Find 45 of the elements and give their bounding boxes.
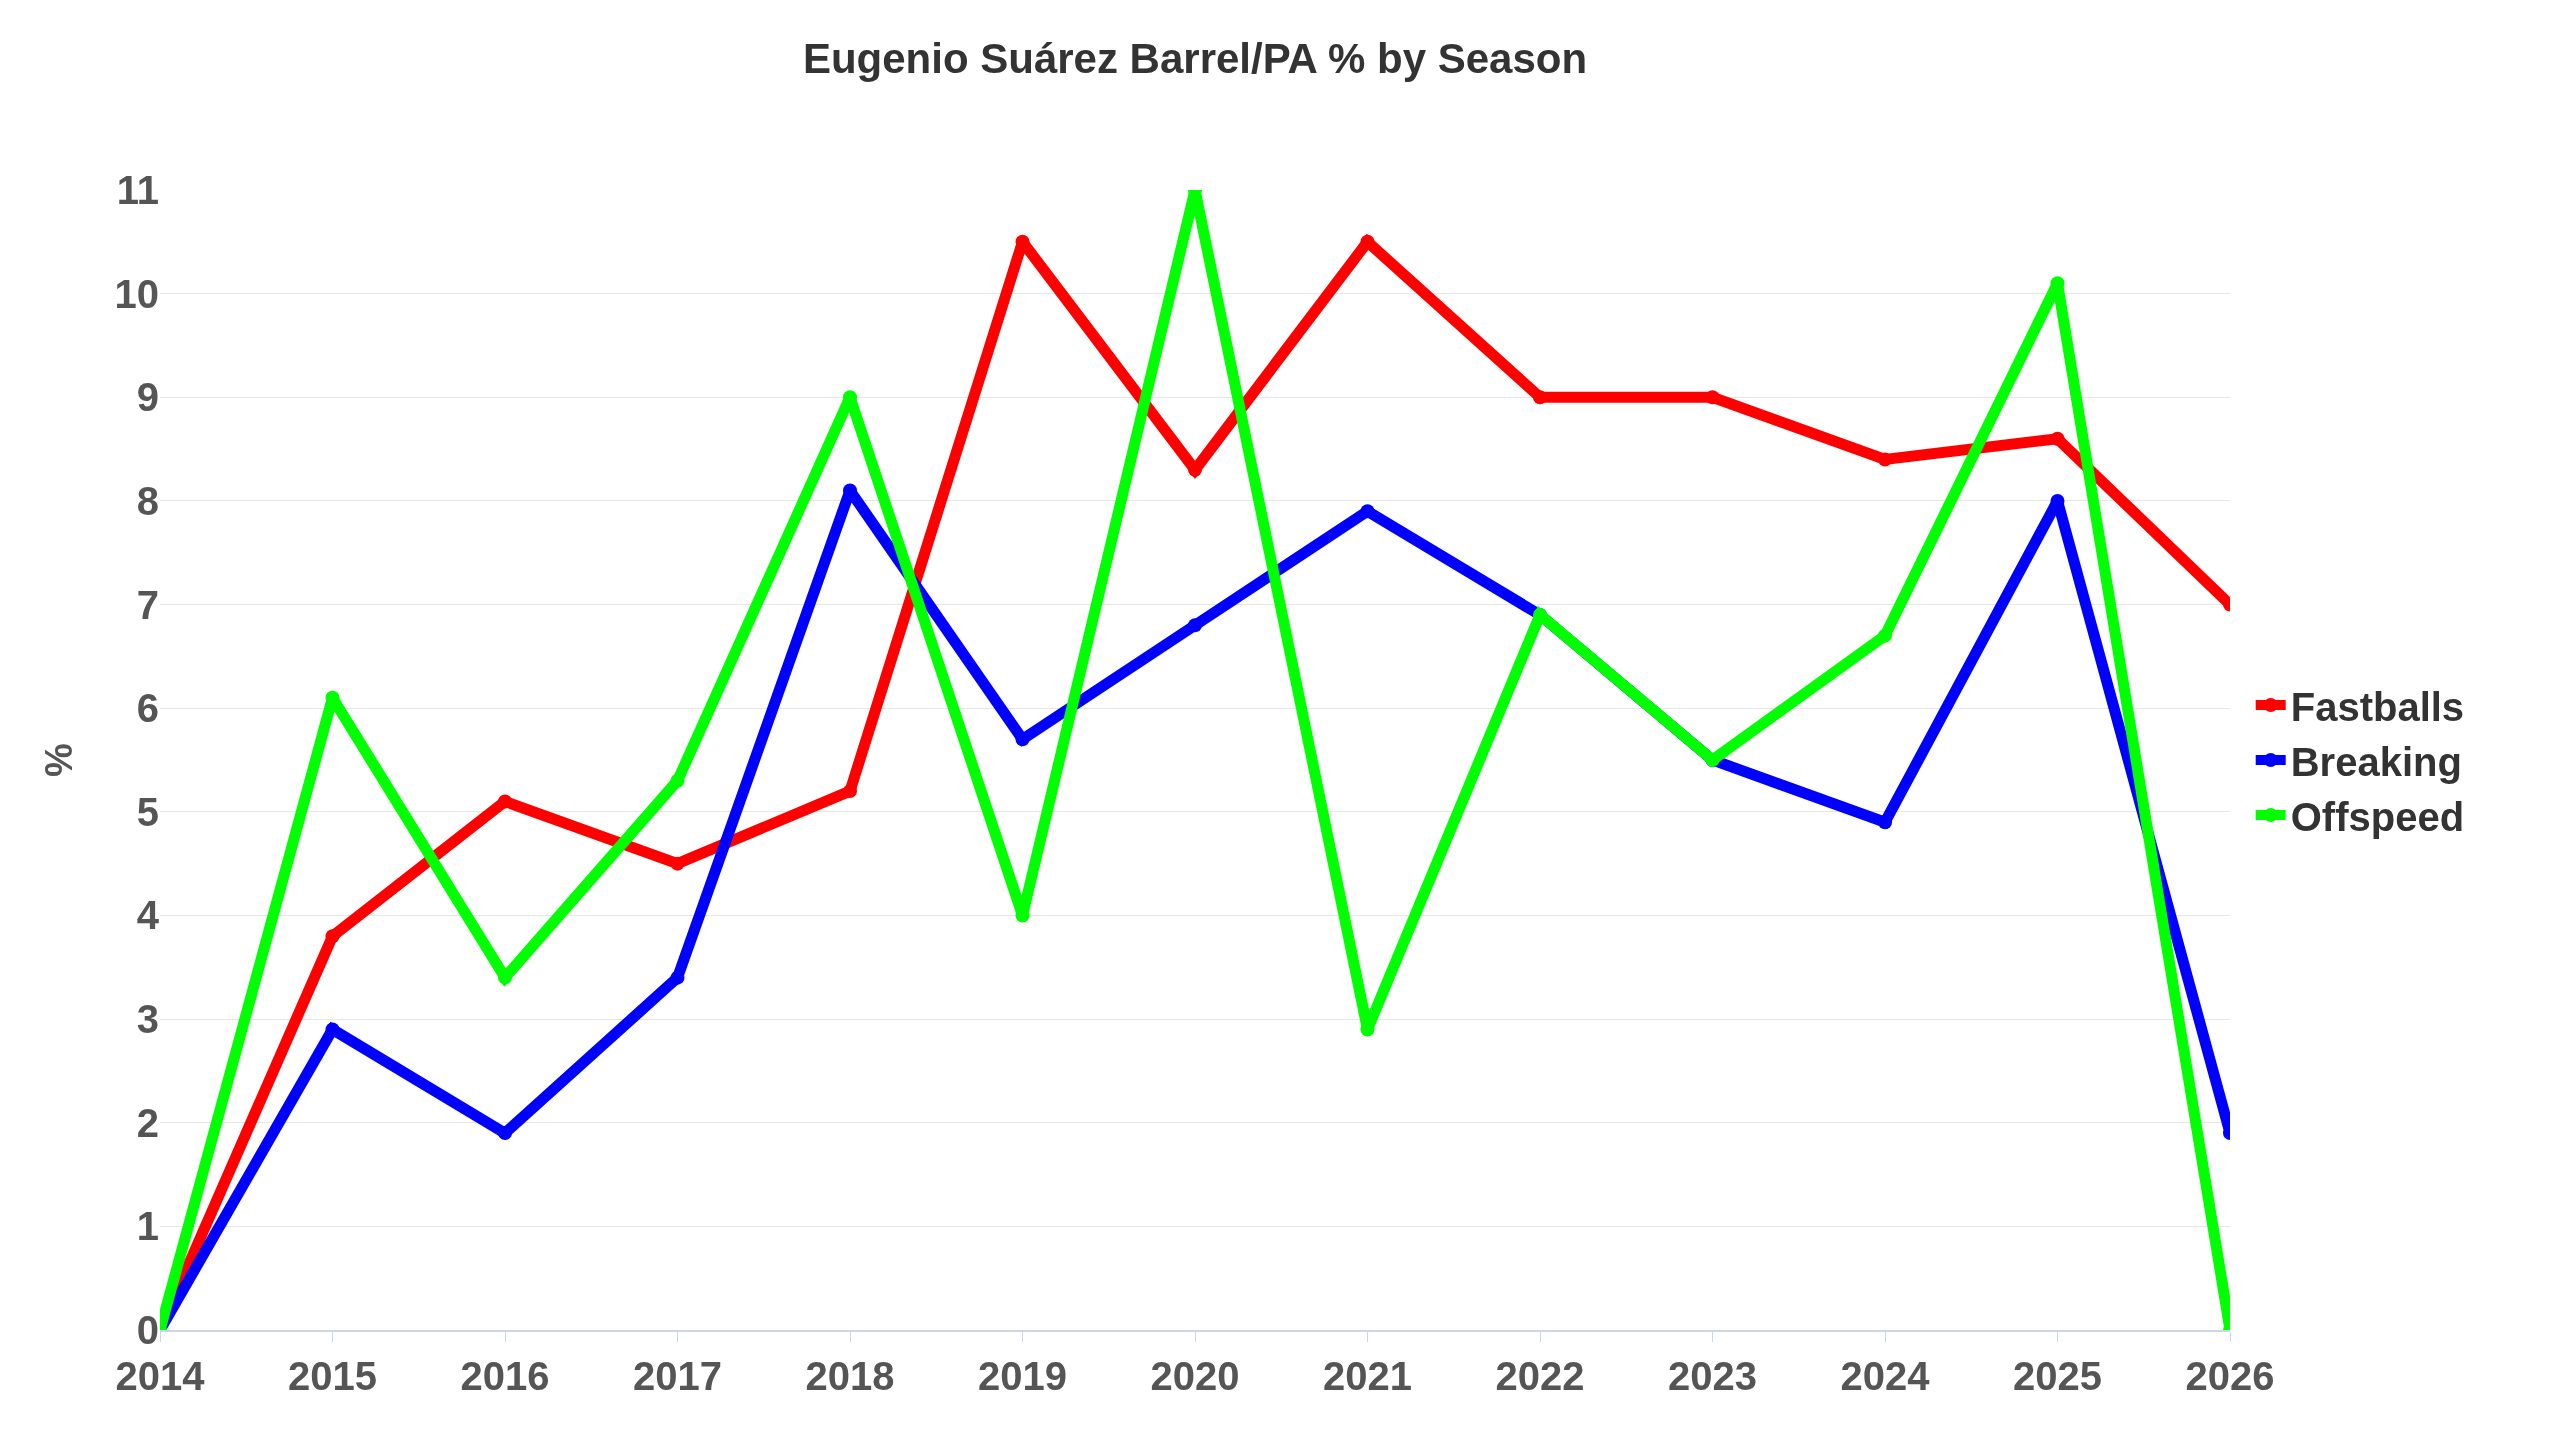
point	[498, 794, 512, 809]
y-tick-label: 8	[136, 478, 159, 523]
y-axis-title: %	[37, 743, 80, 777]
x-tick-label: 2026	[2185, 1354, 2275, 1398]
point	[1533, 390, 1547, 405]
legend-label: Offspeed	[2290, 794, 2465, 839]
point	[670, 970, 685, 985]
y-tick-label: 10	[114, 271, 159, 316]
x-tick-label: 2019	[978, 1354, 1067, 1398]
y-tick-label: 6	[136, 686, 159, 731]
x-tick-label: 2018	[805, 1354, 895, 1398]
y-tick-label: 7	[136, 582, 159, 627]
x-tick-label: 2016	[460, 1354, 550, 1398]
point	[325, 929, 340, 944]
point	[1878, 628, 1892, 643]
point	[670, 856, 685, 871]
x-tick-label: 2022	[1495, 1354, 1585, 1398]
chart-title: Eugenio Suárez Barrel/PA % by Season	[802, 34, 1588, 82]
point	[670, 773, 685, 788]
point	[1878, 815, 1892, 830]
legend-label: Breaking	[2290, 739, 2462, 784]
x-tick-label: 2025	[2013, 1354, 2102, 1398]
x-tick-label: 2024	[1840, 1354, 1931, 1398]
point	[2050, 431, 2065, 446]
point	[1878, 452, 1892, 467]
point	[1188, 618, 1202, 633]
x-tick-label: 2023	[1668, 1354, 1757, 1398]
y-tick-label: 0	[136, 1308, 159, 1352]
y-tick-label: 5	[136, 789, 159, 834]
x-tick-label: 2021	[1323, 1354, 1412, 1398]
y-tick-label: 1	[136, 1204, 159, 1249]
x-tick-label: 2014	[115, 1354, 206, 1398]
y-tick-label: 2	[136, 1100, 159, 1145]
point	[1705, 390, 1720, 405]
x-tick-label: 2020	[1150, 1354, 1240, 1398]
y-tick-label: 11	[116, 168, 159, 212]
point	[843, 784, 857, 799]
x-tick-label: 2017	[633, 1354, 722, 1398]
y-tick-label: 4	[136, 893, 160, 938]
x-tick-label: 2015	[288, 1354, 377, 1398]
point	[498, 1126, 512, 1141]
y-tick-label: 3	[136, 997, 159, 1042]
legend-label: Fastballs	[2290, 684, 2465, 729]
point	[1360, 504, 1375, 519]
y-tick-label: 9	[136, 375, 159, 420]
